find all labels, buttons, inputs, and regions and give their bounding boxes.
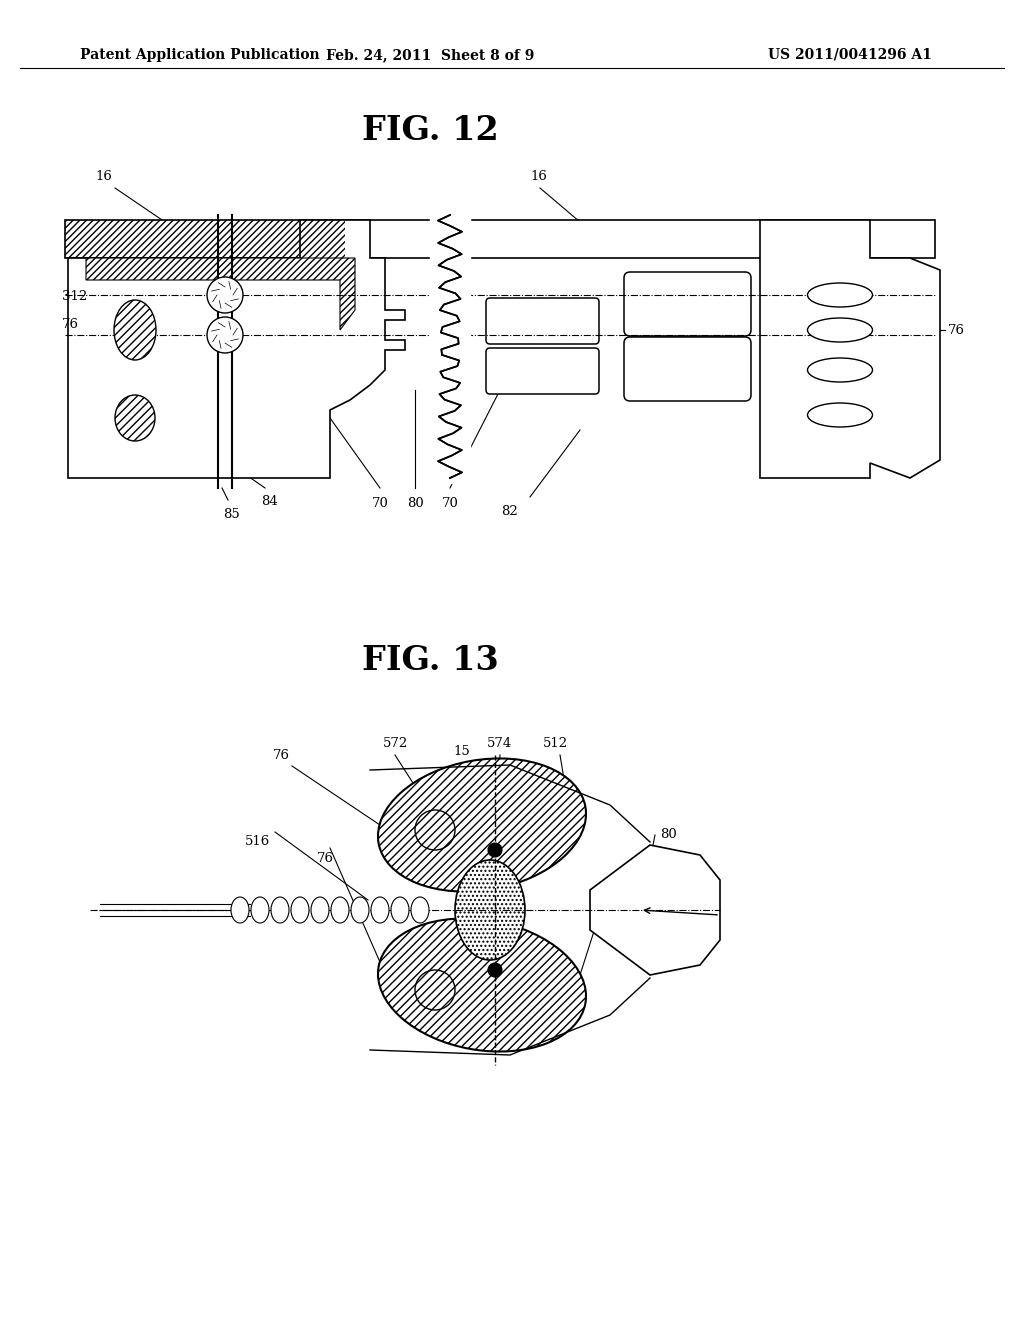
Text: 76: 76 xyxy=(62,318,79,330)
Ellipse shape xyxy=(114,300,156,360)
Ellipse shape xyxy=(455,861,525,960)
Text: 76: 76 xyxy=(273,748,290,762)
Ellipse shape xyxy=(378,759,586,891)
Text: 16: 16 xyxy=(530,170,547,183)
Circle shape xyxy=(488,843,502,857)
Text: 512: 512 xyxy=(543,737,567,750)
Polygon shape xyxy=(590,845,720,975)
Ellipse shape xyxy=(371,898,389,923)
Text: 70: 70 xyxy=(372,498,388,510)
Ellipse shape xyxy=(311,898,329,923)
Ellipse shape xyxy=(271,898,289,923)
Text: 86: 86 xyxy=(433,990,451,1003)
Text: 76: 76 xyxy=(316,851,334,865)
FancyBboxPatch shape xyxy=(486,348,599,393)
Text: 82: 82 xyxy=(502,506,518,517)
Text: 70: 70 xyxy=(606,878,624,891)
Ellipse shape xyxy=(331,898,349,923)
Ellipse shape xyxy=(291,898,309,923)
Text: 85: 85 xyxy=(223,508,241,521)
Text: 516: 516 xyxy=(245,836,270,847)
Text: 572: 572 xyxy=(382,737,408,750)
Text: 70: 70 xyxy=(441,498,459,510)
Polygon shape xyxy=(68,220,406,478)
Ellipse shape xyxy=(808,358,872,381)
Circle shape xyxy=(415,970,455,1010)
Ellipse shape xyxy=(251,898,269,923)
FancyBboxPatch shape xyxy=(624,272,751,337)
FancyBboxPatch shape xyxy=(65,220,935,257)
FancyBboxPatch shape xyxy=(486,298,599,345)
Ellipse shape xyxy=(808,403,872,426)
Text: 76: 76 xyxy=(948,323,965,337)
Text: 80: 80 xyxy=(407,498,423,510)
Text: Patent Application Publication: Patent Application Publication xyxy=(80,48,319,62)
Text: 16: 16 xyxy=(95,170,112,183)
Ellipse shape xyxy=(351,898,369,923)
Text: 573: 573 xyxy=(419,972,444,985)
Text: 574: 574 xyxy=(487,737,513,750)
FancyBboxPatch shape xyxy=(624,337,751,401)
Text: Feb. 24, 2011  Sheet 8 of 9: Feb. 24, 2011 Sheet 8 of 9 xyxy=(326,48,535,62)
Ellipse shape xyxy=(231,898,249,923)
Text: FIG. 13: FIG. 13 xyxy=(361,644,499,676)
Circle shape xyxy=(488,964,502,977)
Polygon shape xyxy=(86,257,355,330)
Text: 575: 575 xyxy=(469,972,495,985)
Ellipse shape xyxy=(808,282,872,308)
Text: 80: 80 xyxy=(660,829,677,842)
Circle shape xyxy=(207,277,243,313)
Ellipse shape xyxy=(808,318,872,342)
Polygon shape xyxy=(760,220,940,478)
Ellipse shape xyxy=(391,898,409,923)
Circle shape xyxy=(415,810,455,850)
Ellipse shape xyxy=(378,919,586,1052)
Text: 84: 84 xyxy=(261,495,279,508)
Ellipse shape xyxy=(115,395,155,441)
Text: 15: 15 xyxy=(454,744,470,758)
Text: 312: 312 xyxy=(62,289,87,302)
Ellipse shape xyxy=(411,898,429,923)
Text: US 2011/0041296 A1: US 2011/0041296 A1 xyxy=(768,48,932,62)
Circle shape xyxy=(207,317,243,352)
Text: FIG. 12: FIG. 12 xyxy=(361,114,499,147)
